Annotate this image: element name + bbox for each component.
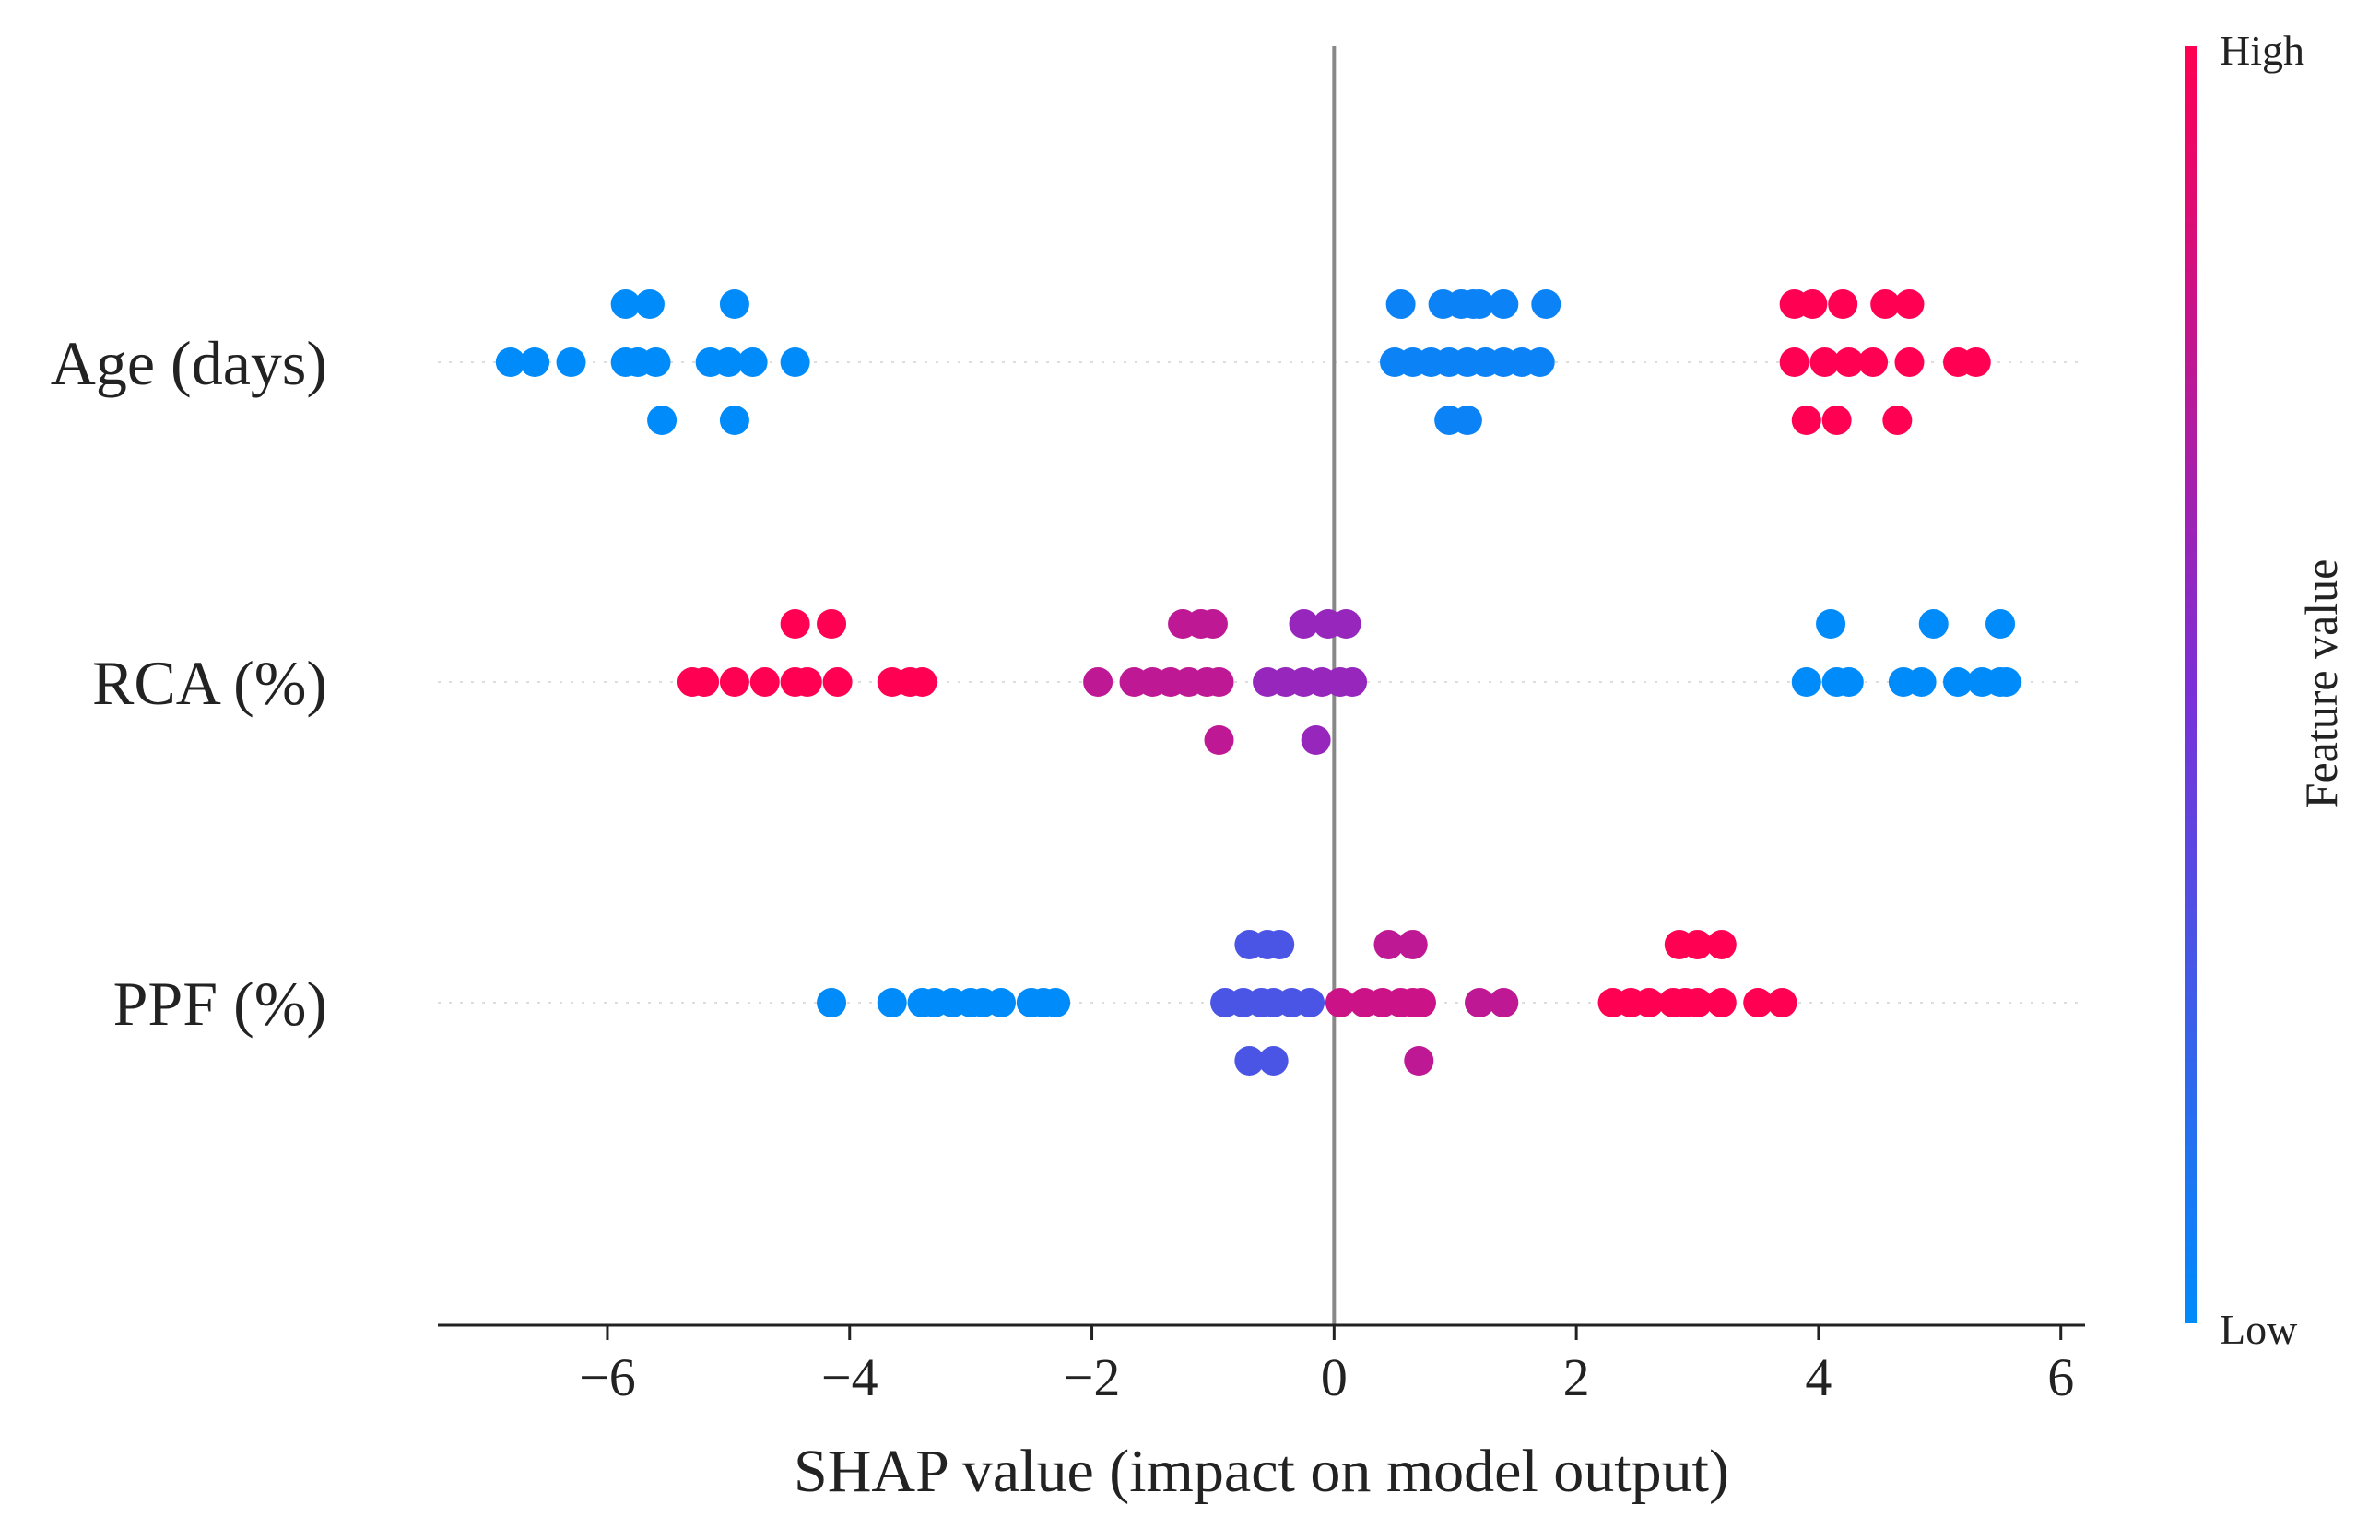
shap-point: [1743, 988, 1773, 1017]
shap-point: [1489, 289, 1519, 319]
shap-point: [1406, 988, 1436, 1017]
x-axis-title: SHAP value (impact on model output): [794, 1438, 1729, 1505]
shap-point: [713, 347, 744, 377]
feature-label: PPF (%): [113, 969, 327, 1039]
shap-point: [1337, 667, 1368, 697]
shap-point: [1404, 1046, 1434, 1076]
shap-point: [1882, 406, 1913, 435]
shap-point: [719, 667, 749, 697]
shap-point: [556, 347, 586, 377]
shap-point: [1204, 667, 1234, 697]
shap-point: [1325, 988, 1355, 1017]
shap-point: [1791, 667, 1821, 697]
shap-point: [647, 406, 677, 435]
shap-point: [719, 289, 749, 319]
shap-point: [1682, 988, 1713, 1017]
shap-point: [520, 347, 550, 377]
shap-point: [1301, 725, 1331, 755]
shap-point: [1985, 609, 2016, 639]
shap-point: [1767, 988, 1797, 1017]
shap-point: [1821, 406, 1852, 435]
shap-point: [737, 347, 768, 377]
shap-point: [1682, 930, 1713, 959]
shap-point: [1531, 289, 1561, 319]
shap-point: [1465, 289, 1495, 319]
x-axis-ticks: −6 −4 −2 0 2 4 6: [579, 1325, 2074, 1407]
shap-point: [1234, 1046, 1265, 1076]
shap-point: [780, 347, 810, 377]
shap-point: [1816, 609, 1846, 639]
shap-points: [495, 289, 2021, 1076]
shap-point: [1373, 930, 1404, 959]
shap-point: [1525, 347, 1555, 377]
shap-point: [1331, 609, 1361, 639]
shap-point: [1858, 347, 1889, 377]
shap-point: [1809, 347, 1840, 377]
shap-point: [822, 667, 853, 697]
shap-point: [1452, 406, 1482, 435]
shap-point: [1197, 609, 1228, 639]
shap-point: [1295, 988, 1325, 1017]
colorbar-low-label: Low: [2220, 1306, 2298, 1353]
x-tick-label: 4: [1805, 1347, 1832, 1407]
shap-point: [1991, 667, 2021, 697]
shap-point: [1894, 289, 1925, 319]
shap-point: [1779, 347, 1809, 377]
shap-point: [495, 347, 525, 377]
shap-point: [817, 988, 847, 1017]
shap-point: [1083, 667, 1113, 697]
shap-point: [1465, 988, 1495, 1017]
shap-point: [1706, 930, 1737, 959]
feature-label: RCA (%): [92, 648, 327, 718]
shap-point: [1204, 725, 1234, 755]
shap-point: [877, 988, 907, 1017]
shap-point: [1906, 667, 1937, 697]
shap-point: [634, 289, 665, 319]
shap-point: [689, 667, 720, 697]
shap-point: [1833, 347, 1864, 377]
shap-point: [780, 609, 810, 639]
shap-point: [1385, 289, 1416, 319]
colorbar-title: Feature value: [2295, 559, 2347, 809]
x-tick-label: 2: [1563, 1347, 1590, 1407]
x-tick-label: −6: [579, 1347, 636, 1407]
shap-point: [1961, 347, 1991, 377]
x-tick-label: 0: [1321, 1347, 1348, 1407]
shap-point: [1489, 988, 1519, 1017]
feature-labels: Age (days) RCA (%) PPF (%): [51, 328, 327, 1039]
shap-point: [792, 667, 822, 697]
colorbar-high-label: High: [2220, 27, 2304, 74]
feature-label: Age (days): [51, 328, 327, 398]
shap-point: [907, 667, 937, 697]
shap-point: [1289, 609, 1319, 639]
shap-point: [1918, 609, 1949, 639]
shap-point: [1397, 930, 1428, 959]
shap-point: [1258, 1046, 1289, 1076]
shap-point: [1706, 988, 1737, 1017]
shap-point: [641, 347, 671, 377]
shap-point: [1797, 289, 1828, 319]
shap-point: [749, 667, 780, 697]
shap-point: [1943, 667, 1974, 697]
shap-point: [1870, 289, 1901, 319]
x-tick-label: 6: [2047, 1347, 2074, 1407]
shap-point: [1833, 667, 1864, 697]
shap-point: [1894, 347, 1925, 377]
shap-point: [1828, 289, 1858, 319]
shap-point: [1041, 988, 1071, 1017]
x-tick-label: −4: [821, 1347, 878, 1407]
shap-point: [610, 289, 641, 319]
shap-point: [1265, 930, 1295, 959]
shap-point: [817, 609, 847, 639]
x-tick-label: −2: [1064, 1347, 1121, 1407]
shap-point: [719, 406, 749, 435]
colorbar: [2185, 46, 2197, 1323]
shap-point: [1633, 988, 1664, 1017]
shap-point: [985, 988, 1016, 1017]
shap-point: [1791, 406, 1821, 435]
